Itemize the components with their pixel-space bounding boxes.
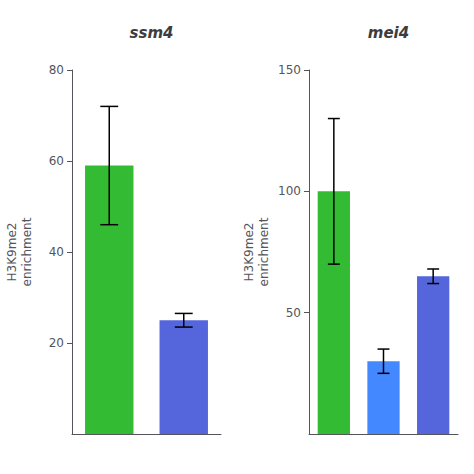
svg-text:H3K9me2: H3K9me2: [5, 223, 19, 282]
svg-text:enrichment: enrichment: [20, 217, 34, 286]
svg-text:80: 80: [49, 63, 64, 77]
svg-text:ssm4: ssm4: [130, 24, 174, 42]
svg-text:enrichment: enrichment: [257, 217, 271, 286]
svg-text:mei4: mei4: [368, 24, 409, 42]
svg-text:H3K9me2: H3K9me2: [242, 223, 256, 282]
svg-text:50: 50: [286, 306, 301, 320]
svg-text:20: 20: [49, 336, 64, 350]
svg-text:60: 60: [49, 154, 64, 168]
svg-text:150: 150: [278, 63, 301, 77]
svg-text:40: 40: [49, 245, 64, 259]
svg-text:100: 100: [278, 184, 301, 198]
